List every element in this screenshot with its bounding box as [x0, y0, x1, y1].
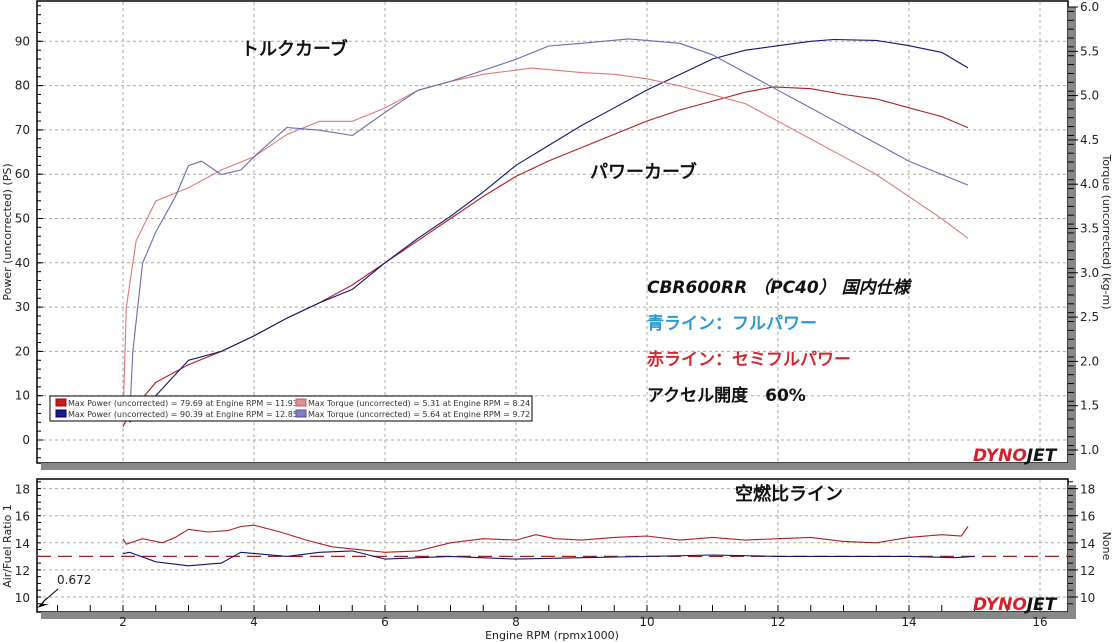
y-tick-label-afr-right: 16: [1080, 510, 1095, 524]
red-afr-line: [122, 524, 969, 553]
power-torque-plot: 0 10 20 30 40 50 60 70 80 90 1.0 1.5 2.0 2.5 3.0 3.5 4.0…: [1, 0, 1113, 470]
y-tick-label-torque: 3.5: [1080, 222, 1099, 236]
y-tick-label-power: 30: [15, 300, 30, 314]
y-tick-label-power: 0: [22, 433, 30, 447]
y-tick-label-afr-right: 14: [1080, 537, 1095, 551]
y-tick-label-torque: 2.5: [1080, 310, 1099, 324]
y-tick-label-afr: 14: [15, 537, 30, 551]
x-tick-label: 4: [250, 615, 258, 629]
y-tick-label-afr-right: 18: [1080, 483, 1095, 497]
y-tick-label-torque: 4.5: [1080, 133, 1099, 147]
y-tick-label-power: 90: [15, 34, 30, 48]
marker-arrow-icon[interactable]: [37, 597, 49, 608]
red-torque-line: [122, 67, 969, 419]
y-tick-label-afr: 12: [15, 564, 30, 578]
y-tick-label-power: 40: [15, 256, 30, 270]
marker-value: 0.672: [57, 573, 91, 587]
y-tick-label-power: 60: [15, 167, 30, 181]
upper-right-scrollbar[interactable]: [1068, 7, 1076, 470]
y-tick-label-power: 50: [15, 212, 30, 226]
y-tick-label-torque: 4.0: [1080, 177, 1099, 191]
y-tick-label-afr-right: 10: [1080, 591, 1095, 605]
y-axis-label-power: Power (uncorrected) (PS): [1, 163, 14, 300]
x-tick-label: 6: [381, 615, 389, 629]
legend-swatch-red-power: [55, 398, 67, 407]
x-tick-label: 16: [1032, 615, 1047, 629]
y-tick-label-torque: 1.5: [1080, 399, 1099, 413]
legend-red-torque: Max Torque (uncorrected) = 5.31 at Engin…: [308, 399, 530, 408]
upper-bottom-scrollbar[interactable]: [41, 463, 1076, 470]
y-tick-label-torque: 3.0: [1080, 266, 1099, 280]
y-tick-label-power: 20: [15, 344, 30, 358]
y-tick-label-power: 80: [15, 79, 30, 93]
dynojet-logo-upper: DYNOJET: [973, 446, 1058, 466]
blue-afr-line: [122, 550, 975, 567]
x-tick-label: 2: [119, 615, 127, 629]
y-tick-label-power: 10: [15, 389, 30, 403]
blue-torque-line: [129, 38, 969, 419]
legend-swatch-blue-torque: [295, 409, 307, 418]
svg-text:DYNOJET: DYNOJET: [973, 446, 1058, 466]
y-tick-label-afr-right: 12: [1080, 564, 1095, 578]
dynojet-logo-lower: DYNOJET: [973, 595, 1058, 615]
svg-text:DYNOJET: DYNOJET: [973, 595, 1058, 615]
marker-arrow-line: [43, 588, 59, 602]
x-tick-label: 10: [639, 615, 654, 629]
y-axis-label-none: None: [1100, 532, 1113, 561]
upper-plot-frame: [36, 0, 1069, 464]
blue-line-label: 青ライン：フルパワー: [647, 313, 817, 334]
lower-right-scrollbar[interactable]: [1068, 485, 1076, 612]
lower-plot-frame: [36, 478, 1069, 613]
y-tick-label-afr: 18: [15, 483, 30, 497]
model-label: CBR600RR （PC40） 国内仕様: [647, 278, 913, 298]
y-tick-label-torque: 5.5: [1080, 44, 1099, 58]
y-tick-label-torque: 6.0: [1080, 0, 1099, 14]
x-axis-label: Engine RPM (rpmx1000): [485, 629, 619, 642]
legend-red-power: Max Power (uncorrected) = 79.69 at Engin…: [68, 399, 298, 408]
legend-swatch-red-torque: [295, 398, 307, 407]
power-curve-label: パワーカーブ: [590, 161, 697, 183]
torque-curve-label: トルクカーブ: [241, 38, 348, 60]
legend-box: [49, 395, 533, 422]
red-line-label: 赤ライン：セミフルパワー: [647, 349, 851, 370]
x-tick-label: 12: [770, 615, 785, 629]
blue-power-line: [129, 38, 969, 423]
y-axis-label-torque: Torque (uncorrected) (kg-m): [1100, 153, 1113, 309]
y-axis-label-afr: Air/Fuel Ratio 1: [1, 504, 14, 588]
lower-bottom-scrollbar[interactable]: [41, 612, 1076, 619]
y-tick-label-torque: 1.0: [1080, 443, 1099, 457]
x-tick-label: 14: [901, 615, 916, 629]
legend-swatch-blue-power: [55, 409, 67, 418]
y-tick-label-torque: 5.0: [1080, 89, 1099, 103]
y-tick-label-afr: 10: [15, 591, 30, 605]
legend: Max Power (uncorrected) = 79.69 at Engin…: [49, 395, 533, 422]
x-tick-label: 8: [512, 615, 520, 629]
y-tick-label-afr: 16: [15, 510, 30, 524]
y-tick-label-power: 70: [15, 123, 30, 137]
legend-blue-power: Max Power (uncorrected) = 90.39 at Engin…: [68, 410, 298, 419]
y-tick-label-torque: 2.0: [1080, 354, 1099, 368]
legend-blue-torque: Max Torque (uncorrected) = 5.64 at Engin…: [308, 410, 530, 419]
afr-line-label: 空燃比ライン: [735, 483, 843, 505]
throttle-label: アクセル開度 60%: [647, 385, 806, 406]
